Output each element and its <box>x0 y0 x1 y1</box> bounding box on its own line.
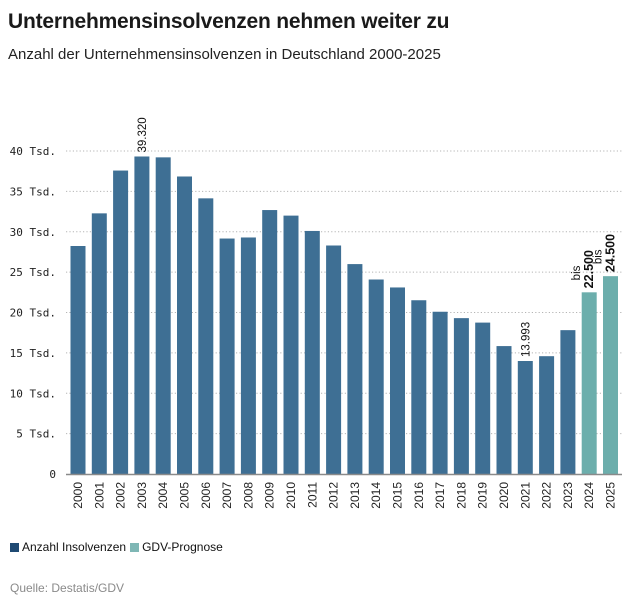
x-tick-label: 2025 <box>604 482 618 509</box>
legend: Anzahl Insolvenzen GDV-Prognose <box>10 540 227 554</box>
x-tick-label: 2015 <box>391 482 405 509</box>
bar-2006 <box>198 198 214 474</box>
bar-2003 <box>134 156 150 474</box>
bar-2001 <box>91 213 107 474</box>
x-tick-label: 2007 <box>220 482 234 509</box>
x-tick-label: 2024 <box>582 482 596 509</box>
x-tick-label: 2004 <box>156 482 170 509</box>
data-label-value: 22.500 <box>582 250 596 288</box>
bar-2024 <box>581 292 597 474</box>
x-tick-label: 2009 <box>263 482 277 509</box>
x-tick-label: 2003 <box>135 482 149 509</box>
bar-2005 <box>177 176 192 474</box>
x-tick-label: 2014 <box>369 482 383 509</box>
bar-2010 <box>283 215 299 474</box>
x-tick-label: 2010 <box>284 482 298 509</box>
x-tick-label: 2013 <box>348 482 362 509</box>
legend-swatch-forecast <box>130 542 140 552</box>
x-tick-label: 2000 <box>71 482 85 509</box>
data-label-prefix: bis <box>571 265 583 280</box>
x-tick-label: 2006 <box>199 482 213 509</box>
bar-2002 <box>113 170 129 475</box>
x-tick-label: 2018 <box>454 482 468 509</box>
legend-label-actual: Anzahl Insolvenzen <box>22 540 127 554</box>
x-tick-label: 2011 <box>305 482 319 508</box>
y-tick-label: 15 Tsd. <box>10 347 56 360</box>
y-tick-label: 40 Tsd. <box>10 145 56 158</box>
x-tick-label: 2019 <box>476 482 490 509</box>
x-tick-label: 2005 <box>178 482 192 509</box>
bar-2000 <box>70 246 86 474</box>
x-tick-label: 2020 <box>497 482 511 509</box>
bar-2022 <box>539 356 555 474</box>
y-tick-label: 0 <box>49 468 56 481</box>
x-axis-ticks: 2000 2001 2002 2003 2004 2005 2006 2007 2008 2009… <box>71 482 618 509</box>
bar-2015 <box>390 287 405 474</box>
bar-2007 <box>219 238 235 474</box>
x-tick-label: 2023 <box>561 482 575 509</box>
bar-2017 <box>432 311 448 474</box>
x-tick-label: 2008 <box>241 482 255 509</box>
bar-2025 <box>603 276 618 474</box>
bar-2013 <box>347 264 363 474</box>
bar-2011 <box>304 230 320 474</box>
x-tick-label: 2002 <box>114 482 128 509</box>
bar-2008 <box>240 237 256 474</box>
y-tick-label: 10 Tsd. <box>10 387 56 400</box>
bar-2020 <box>496 346 512 474</box>
y-axis-ticks: 0 5 Tsd. 10 Tsd. 15 Tsd. 20 Tsd. 25 Tsd. 30 Ts… <box>10 145 56 481</box>
chart-subtitle: Anzahl der Unternehmensinsolvenzen in De… <box>8 46 441 63</box>
bar-2009 <box>262 210 278 474</box>
bar-2018 <box>453 318 469 474</box>
y-tick-label: 20 Tsd. <box>10 307 56 320</box>
data-label-value: 24.500 <box>604 234 618 272</box>
source-note: Quelle: Destatis/GDV <box>10 581 125 595</box>
x-tick-label: 2022 <box>540 482 554 509</box>
bar-2004 <box>155 157 171 474</box>
x-tick-label: 2012 <box>327 482 341 509</box>
bar-2014 <box>368 279 384 474</box>
x-tick-label: 2017 <box>433 482 447 509</box>
bar-2021 <box>517 361 533 474</box>
bar-2012 <box>326 245 342 474</box>
data-label-value: 39.320 <box>137 117 149 152</box>
chart-title: Unternehmensinsolvenzen nehmen weiter zu <box>8 10 450 33</box>
y-tick-label: 35 Tsd. <box>10 185 56 198</box>
legend-label-forecast: GDV-Prognose <box>142 540 223 554</box>
legend-item-forecast: GDV-Prognose <box>130 540 223 554</box>
bar-2019 <box>475 322 491 474</box>
bar-2016 <box>411 300 427 474</box>
y-tick-label: 30 Tsd. <box>10 226 56 239</box>
legend-item-actual: Anzahl Insolvenzen <box>10 540 126 554</box>
bar-2023 <box>560 330 576 474</box>
data-label-prefix: bis <box>593 249 605 264</box>
legend-swatch-actual <box>10 542 19 552</box>
x-tick-label: 2021 <box>518 482 532 509</box>
y-tick-label: 25 Tsd. <box>10 266 56 279</box>
data-label-value: 13.993 <box>520 322 532 357</box>
x-tick-label: 2016 <box>412 482 426 509</box>
y-tick-label: 5 Tsd. <box>16 428 56 441</box>
x-tick-label: 2001 <box>92 482 106 509</box>
bars <box>70 156 618 475</box>
